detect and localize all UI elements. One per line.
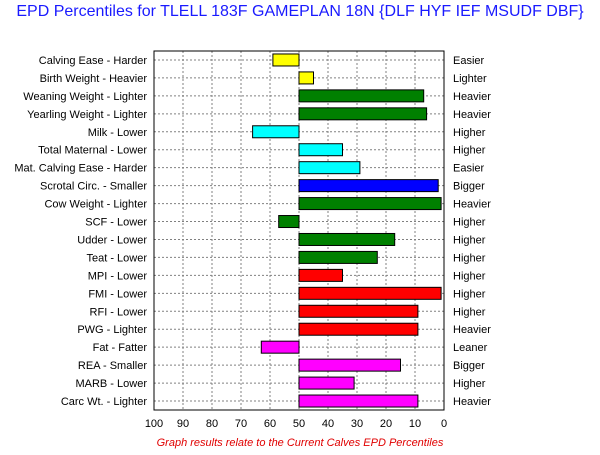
trait-label-right: Higher: [453, 217, 486, 229]
x-tick-label: 20: [380, 418, 392, 430]
trait-label-right: Higher: [453, 378, 486, 390]
bar: [298, 107, 428, 121]
bar: [298, 71, 314, 85]
trait-label-right: Heavier: [453, 109, 491, 121]
trait-label-left: MPI - Lower: [88, 270, 148, 282]
trait-label-left: Teat - Lower: [86, 252, 147, 264]
trait-label-right: Heavier: [453, 199, 491, 211]
trait-label-left: Mat. Calving Ease - Harder: [14, 163, 147, 175]
trait-label-right: Higher: [453, 306, 486, 318]
x-tick-label: 30: [351, 418, 363, 430]
chart-title: EPD Percentiles for TLELL 183F GAMEPLAN …: [16, 3, 584, 20]
trait-label-left: REA - Smaller: [78, 360, 147, 372]
trait-label-right: Higher: [453, 127, 486, 139]
trait-label-right: Heavier: [453, 396, 491, 408]
trait-label-left: SCF - Lower: [85, 217, 147, 229]
trait-label-left: Udder - Lower: [77, 234, 147, 246]
bar: [298, 89, 425, 103]
bar: [298, 179, 439, 193]
trait-label-right: Lighter: [453, 73, 487, 85]
trait-label-right: Easier: [453, 55, 485, 67]
trait-label-right: Leaner: [453, 342, 488, 354]
trait-label-left: Calving Ease - Harder: [39, 55, 148, 67]
x-tick-label: 0: [441, 418, 447, 430]
x-tick-label: 10: [409, 418, 421, 430]
bar: [298, 394, 419, 408]
trait-label-right: Higher: [453, 288, 486, 300]
grid: [154, 51, 444, 410]
bar: [298, 250, 378, 264]
trait-label-left: PWG - Lighter: [77, 324, 147, 336]
trait-label-left: RFI - Lower: [90, 306, 148, 318]
bar: [298, 376, 355, 390]
x-tick-label: 90: [177, 418, 189, 430]
footnote: Graph results relate to the Current Calv…: [156, 437, 444, 449]
x-tick-label: 100: [145, 418, 163, 430]
trait-label-right: Easier: [453, 163, 485, 175]
trait-label-left: Weaning Weight - Lighter: [23, 91, 147, 103]
trait-label-left: Total Maternal - Lower: [38, 145, 147, 157]
bar: [272, 53, 300, 67]
trait-label-right: Higher: [453, 252, 486, 264]
x-tick-label: 70: [235, 418, 247, 430]
trait-label-right: Heavier: [453, 91, 491, 103]
trait-label-right: Higher: [453, 145, 486, 157]
bar: [298, 322, 419, 336]
bar: [298, 143, 343, 157]
trait-label-left: Cow Weight - Lighter: [44, 199, 147, 211]
bar: [298, 358, 401, 372]
bar: [260, 340, 300, 354]
trait-label-left: Carc Wt. - Lighter: [61, 396, 148, 408]
trait-label-right: Bigger: [453, 360, 485, 372]
trait-label-left: Scrotal Circ. - Smaller: [40, 181, 147, 193]
bar: [278, 215, 300, 229]
x-tick-label: 60: [264, 418, 276, 430]
trait-label-right: Bigger: [453, 181, 485, 193]
trait-label-left: Yearling Weight - Lighter: [27, 109, 147, 121]
trait-label-left: Birth Weight - Heavier: [40, 73, 148, 85]
bar: [298, 161, 361, 175]
x-tick-label: 50: [293, 418, 305, 430]
bars: [252, 53, 442, 408]
bar: [298, 268, 343, 282]
trait-label-left: MARB - Lower: [75, 378, 147, 390]
trait-label-left: Fat - Fatter: [93, 342, 148, 354]
bar: [298, 197, 442, 211]
bar: [252, 125, 300, 139]
trait-label-right: Higher: [453, 234, 486, 246]
trait-label-right: Higher: [453, 270, 486, 282]
x-tick-label: 80: [206, 418, 218, 430]
trait-label-right: Heavier: [453, 324, 491, 336]
bar: [298, 286, 442, 300]
bar: [298, 232, 396, 246]
trait-label-left: FMI - Lower: [88, 288, 147, 300]
plot-frame: [153, 50, 445, 411]
bar: [298, 304, 419, 318]
x-tick-label: 40: [322, 418, 334, 430]
trait-label-left: Milk - Lower: [88, 127, 148, 139]
